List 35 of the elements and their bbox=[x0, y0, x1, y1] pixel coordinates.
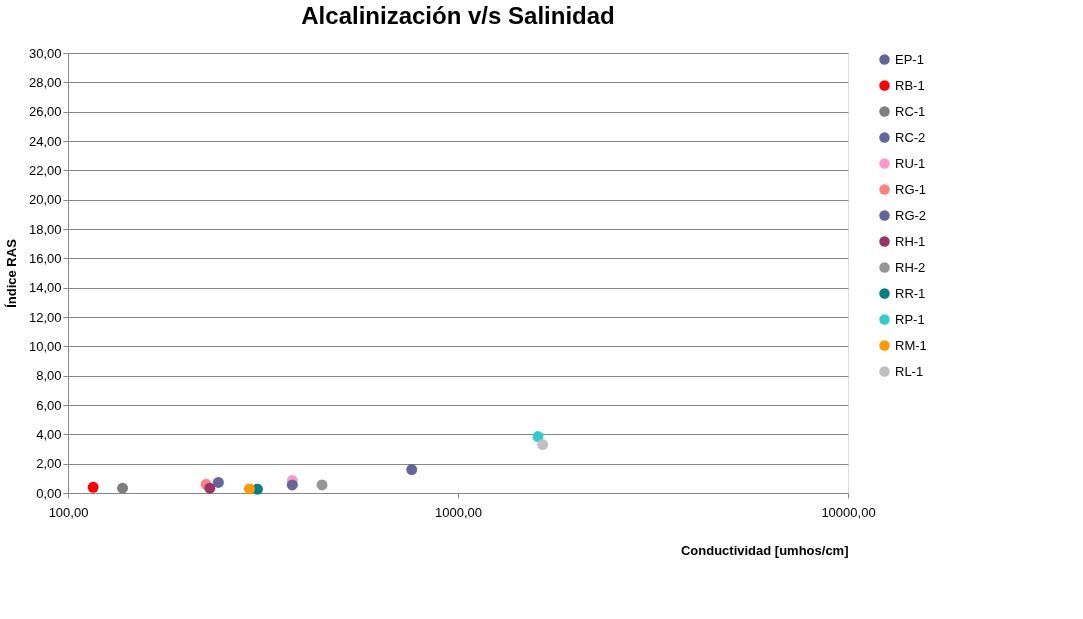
legend-label: RG-2 bbox=[895, 207, 927, 223]
legend-label: RG-1 bbox=[895, 181, 927, 197]
y-tick-label: 2,00 bbox=[36, 456, 62, 472]
y-tick-label: 0,00 bbox=[36, 485, 62, 501]
y-tick-label: 4,00 bbox=[36, 426, 62, 442]
legend-label: RP-1 bbox=[895, 311, 925, 327]
legend-label: RL-1 bbox=[895, 363, 924, 379]
y-tick-label: 10,00 bbox=[28, 338, 62, 354]
x-axis-title: Conductividad [umhos/cm] bbox=[680, 542, 849, 558]
y-tick-label: 24,00 bbox=[28, 133, 62, 149]
legend-label: RM-1 bbox=[895, 337, 927, 353]
y-axis-title: Índice RAS bbox=[3, 238, 19, 308]
y-tick-label: 16,00 bbox=[28, 250, 62, 266]
y-tick-label: 6,00 bbox=[36, 397, 62, 413]
y-tick-label: 14,00 bbox=[28, 280, 62, 296]
legend-label: RR-1 bbox=[895, 285, 926, 301]
legend-label: RB-1 bbox=[895, 77, 925, 93]
x-tick-label: 10000,00 bbox=[821, 504, 876, 520]
y-tick-label: 18,00 bbox=[28, 221, 62, 237]
y-tick-label: 12,00 bbox=[28, 309, 62, 325]
x-tick-label: 1000,00 bbox=[435, 504, 482, 520]
y-tick-label: 30,00 bbox=[28, 45, 62, 61]
y-tick-label: 22,00 bbox=[28, 162, 62, 178]
chart-title: Alcalinización v/s Salinidad bbox=[301, 2, 615, 29]
legend-label: RH-1 bbox=[895, 233, 926, 249]
legend-label: RU-1 bbox=[895, 155, 926, 171]
y-tick-label: 8,00 bbox=[36, 368, 62, 384]
x-tick-label: 100,00 bbox=[48, 504, 89, 520]
y-tick-label: 28,00 bbox=[28, 74, 62, 90]
legend-label: RC-2 bbox=[895, 129, 926, 145]
legend-label: EP-1 bbox=[895, 51, 924, 67]
y-tick-label: 20,00 bbox=[28, 192, 62, 208]
y-tick-label: 26,00 bbox=[28, 104, 62, 120]
legend-label: RH-2 bbox=[895, 259, 926, 275]
legend-label: RC-1 bbox=[895, 103, 926, 119]
